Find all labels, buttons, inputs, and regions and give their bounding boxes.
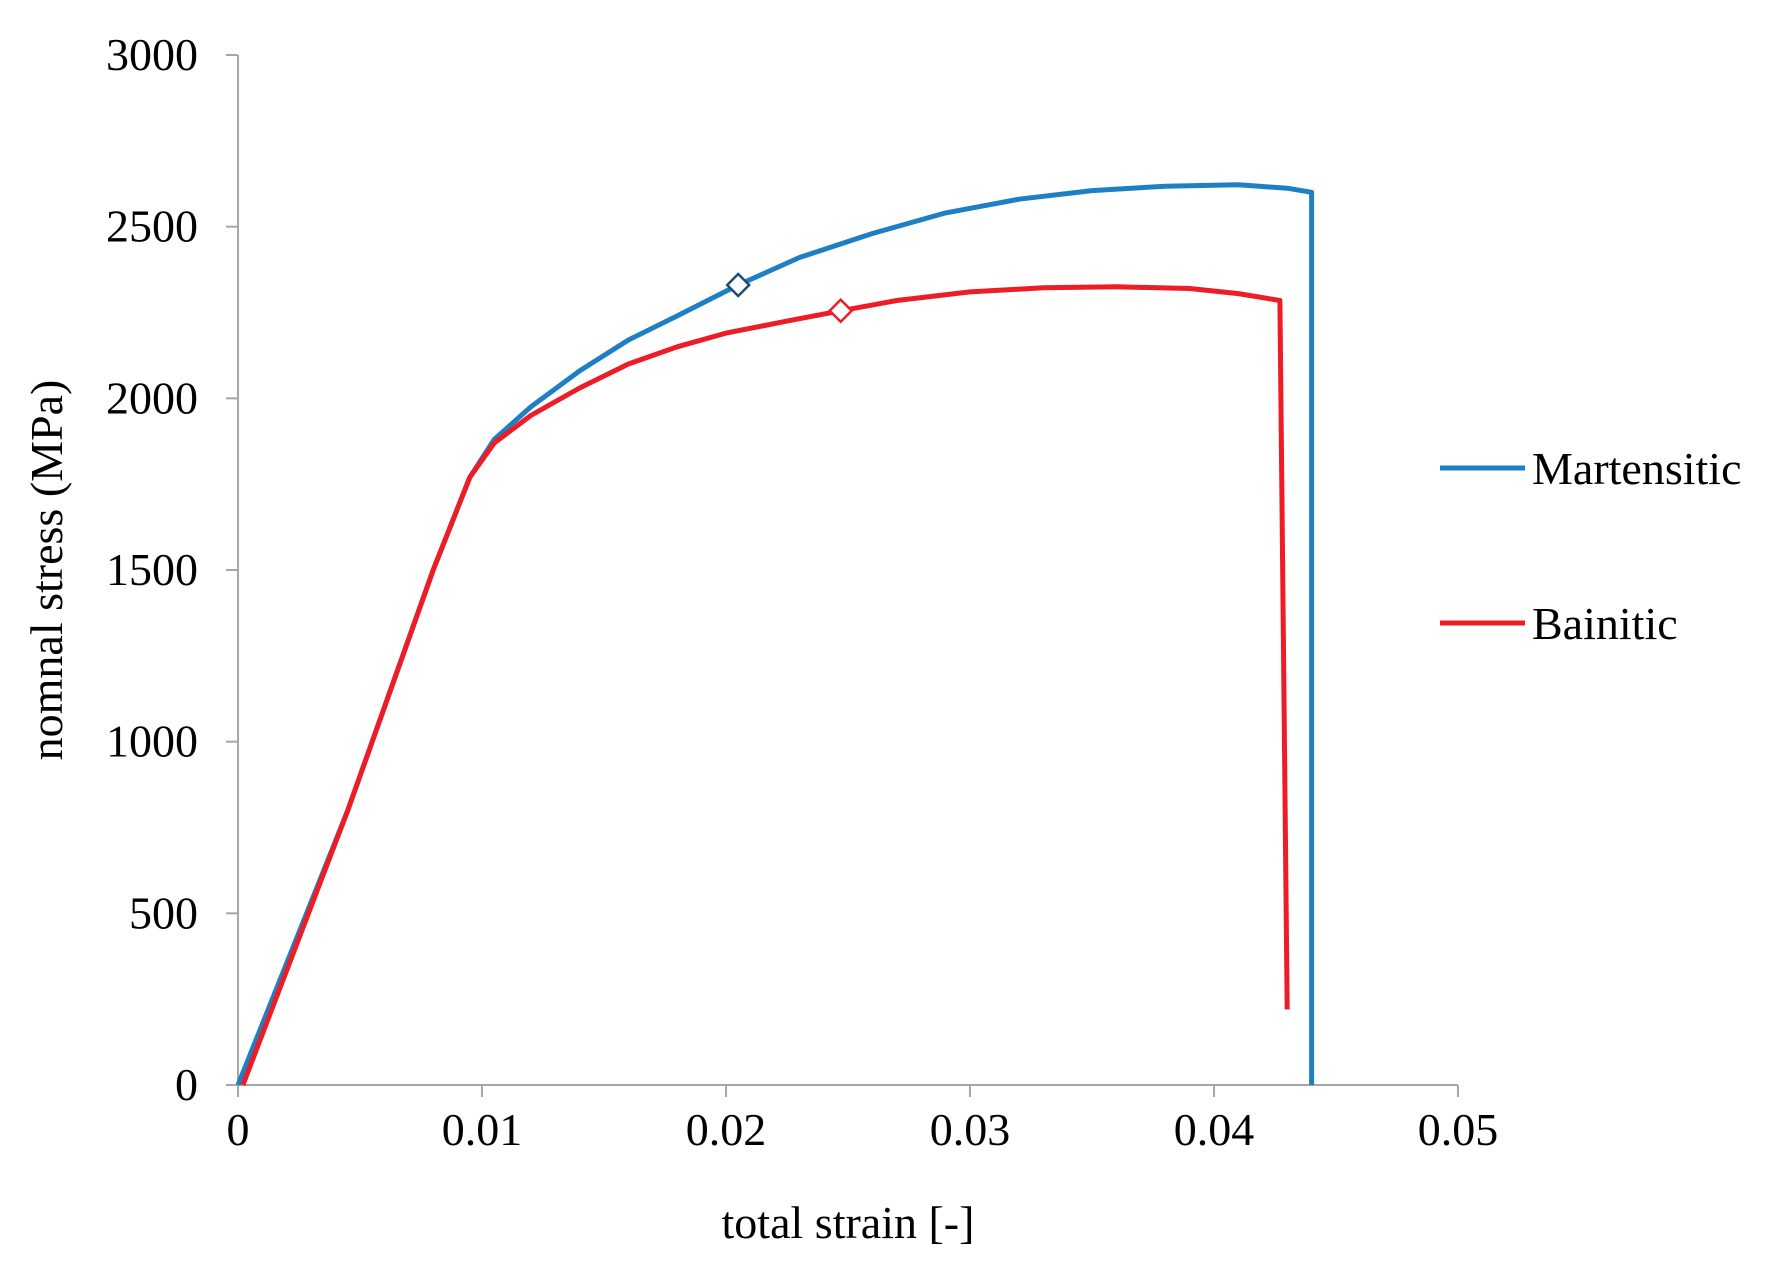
x-tick-label: 0.03 xyxy=(930,1104,1011,1155)
markers-layer xyxy=(725,272,854,324)
series-marker-martensitic xyxy=(725,272,751,298)
y-tick-label: 1500 xyxy=(106,544,198,595)
y-axis-title: nomnal stress (MPa) xyxy=(21,380,72,761)
legend-label: Bainitic xyxy=(1532,598,1678,649)
y-tick-label: 1000 xyxy=(106,716,198,767)
x-axis-title: total strain [-] xyxy=(722,1197,975,1248)
y-tick-label: 2500 xyxy=(106,201,198,252)
series-marker-bainitic xyxy=(827,298,854,324)
y-tick-label: 0 xyxy=(175,1059,198,1110)
x-tick-label: 0 xyxy=(227,1104,250,1155)
legend: Martensitic Bainitic xyxy=(1440,443,1742,649)
x-tick-label: 0.05 xyxy=(1418,1104,1499,1155)
x-tick-label: 0.02 xyxy=(686,1104,767,1155)
series-layer xyxy=(235,182,1315,1086)
series-line-bainitic xyxy=(240,284,1290,1086)
y-tick-label: 3000 xyxy=(106,29,198,80)
x-ticks: 0 0.01 0.02 0.03 0.04 0.05 xyxy=(227,1085,1499,1155)
y-tick-label: 2000 xyxy=(106,372,198,423)
series-line-martensitic xyxy=(235,182,1315,1086)
legend-label: Martensitic xyxy=(1532,443,1742,494)
y-ticks: 0 500 1000 1500 2000 2500 3000 xyxy=(106,29,238,1110)
axes xyxy=(237,55,1458,1086)
x-tick-label: 0.04 xyxy=(1174,1104,1255,1155)
y-tick-label: 500 xyxy=(129,887,198,938)
x-tick-label: 0.01 xyxy=(442,1104,523,1155)
